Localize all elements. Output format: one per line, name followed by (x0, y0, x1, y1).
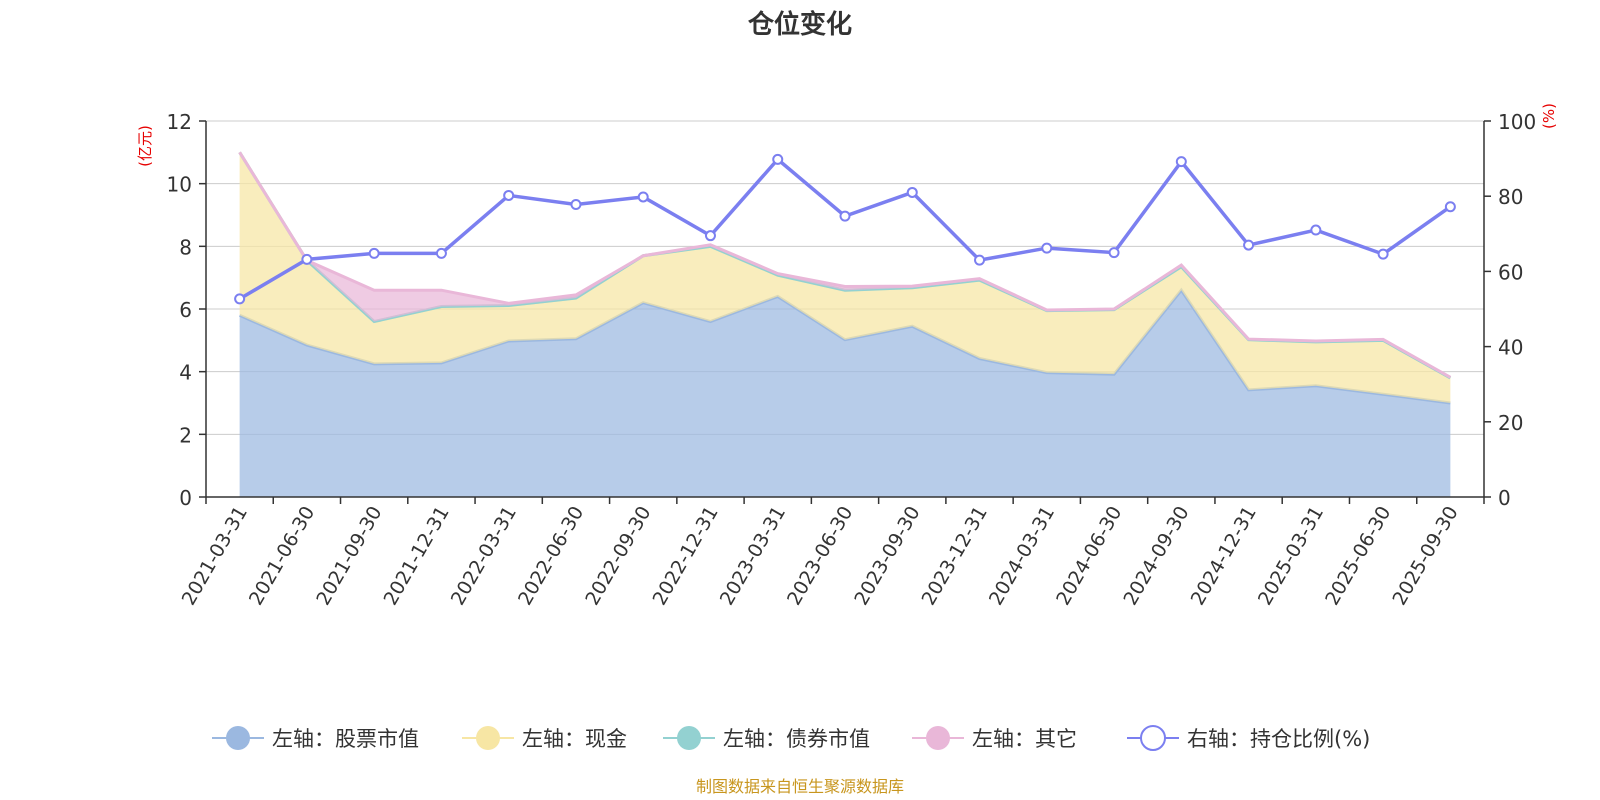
ratio-point-2022-03-31 (503, 189, 515, 201)
right-tick-label: 40 (1498, 336, 1523, 360)
ratio-point-2024-06-30 (1108, 247, 1120, 259)
ratio-point-2021-12-31 (435, 247, 447, 259)
legend: 左轴：股票市值 左轴：现金 左轴：债券市值 左轴：其它 右轴：持仓比例(%) (212, 725, 1370, 751)
ratio-point-2023-09-30 (906, 186, 918, 198)
right-tick-label: 0 (1498, 486, 1511, 510)
x-tick-label: 2025-09-30 (1388, 503, 1462, 610)
x-tick-label: 2022-09-30 (581, 503, 655, 610)
legend-hollow-circle-icon (1140, 725, 1166, 751)
ratio-line-series (234, 153, 1456, 305)
area-fill-series-1 (239, 290, 1451, 497)
ratio-point-2024-09-30 (1175, 156, 1187, 168)
ratio-point-2022-12-31 (704, 230, 716, 242)
data-source-note: 制图数据来自恒生聚源数据库 (696, 777, 904, 796)
legend-label: 左轴：债券市值 (723, 727, 870, 751)
left-tick-label: 2 (179, 423, 192, 447)
x-tick-label: 2025-06-30 (1321, 503, 1395, 610)
legend-item-4: 左轴：其它 (912, 726, 1077, 751)
x-tick-label: 2025-03-31 (1254, 503, 1328, 610)
ratio-point-2023-03-31 (772, 153, 784, 165)
ratio-point-2023-12-31 (974, 254, 986, 266)
x-tick-label: 2022-06-30 (514, 503, 588, 610)
left-tick-label: 10 (167, 173, 192, 197)
x-tick-label: 2021-06-30 (245, 503, 319, 610)
left-tick-label: 0 (179, 486, 192, 510)
right-tick-label: 20 (1498, 411, 1523, 435)
ratio-point-2021-03-31 (234, 293, 246, 305)
ratio-point-2021-06-30 (301, 253, 313, 265)
chart-title: 仓位变化 (747, 9, 852, 40)
x-tick-label: 2024-09-30 (1119, 503, 1193, 610)
ratio-point-2025-09-30 (1444, 201, 1456, 213)
legend-filled-circle-icon (677, 726, 701, 750)
x-tick-label: 2021-09-30 (312, 503, 386, 610)
legend-label: 左轴：现金 (522, 727, 627, 751)
ratio-line (238, 156, 1452, 301)
x-tick-label: 2024-06-30 (1052, 503, 1126, 610)
left-tick-label: 8 (179, 235, 192, 259)
x-tick-label: 2022-03-31 (447, 503, 521, 610)
right-tick-label: 80 (1498, 185, 1523, 209)
legend-item-3: 左轴：债券市值 (663, 726, 870, 751)
ratio-point-2025-06-30 (1377, 248, 1389, 260)
area-line-series-4 (238, 151, 1452, 379)
ratio-point-2022-09-30 (637, 191, 649, 203)
legend-filled-circle-icon (926, 726, 950, 750)
x-tick-label: 2023-12-31 (918, 503, 992, 610)
legend-item-2: 左轴：现金 (462, 726, 627, 751)
right-tick-label: 60 (1498, 260, 1523, 284)
x-tick-label: 2021-12-31 (379, 502, 453, 609)
left-axis-unit: (亿元) (136, 125, 154, 167)
ratio-point-2024-12-31 (1243, 239, 1255, 251)
right-axis-unit: (%) (1540, 103, 1558, 129)
ratio-point-2025-03-31 (1310, 224, 1322, 236)
x-tick-label: 2023-06-30 (783, 503, 857, 610)
x-tick-label: 2021-03-31 (178, 503, 252, 610)
ratio-point-2023-06-30 (839, 210, 851, 222)
right-tick-label: 100 (1498, 110, 1536, 134)
x-tick-label: 2023-03-31 (716, 503, 790, 610)
legend-item-5: 右轴：持仓比例(%) (1127, 725, 1370, 751)
legend-filled-circle-icon (476, 726, 500, 750)
x-tick-label: 2022-12-31 (649, 503, 723, 610)
legend-item-1: 左轴：股票市值 (212, 726, 419, 751)
x-tick-label: 2024-12-31 (1187, 503, 1261, 610)
left-tick-label: 12 (167, 110, 192, 134)
legend-label: 左轴：股票市值 (272, 727, 419, 751)
stacked-areas (238, 151, 1452, 497)
x-tick-label: 2024-03-31 (985, 503, 1059, 610)
legend-filled-circle-icon (226, 726, 250, 750)
ratio-point-2024-03-31 (1041, 242, 1053, 254)
left-tick-label: 4 (179, 361, 192, 385)
x-tick-label: 2023-09-30 (850, 503, 924, 610)
ratio-point-2021-09-30 (368, 247, 380, 259)
area-fill-series-2 (239, 152, 1451, 403)
legend-label: 右轴：持仓比例(%) (1187, 727, 1370, 751)
legend-label: 左轴：其它 (972, 727, 1077, 751)
ratio-point-2022-06-30 (570, 198, 582, 210)
left-tick-label: 6 (179, 298, 192, 322)
